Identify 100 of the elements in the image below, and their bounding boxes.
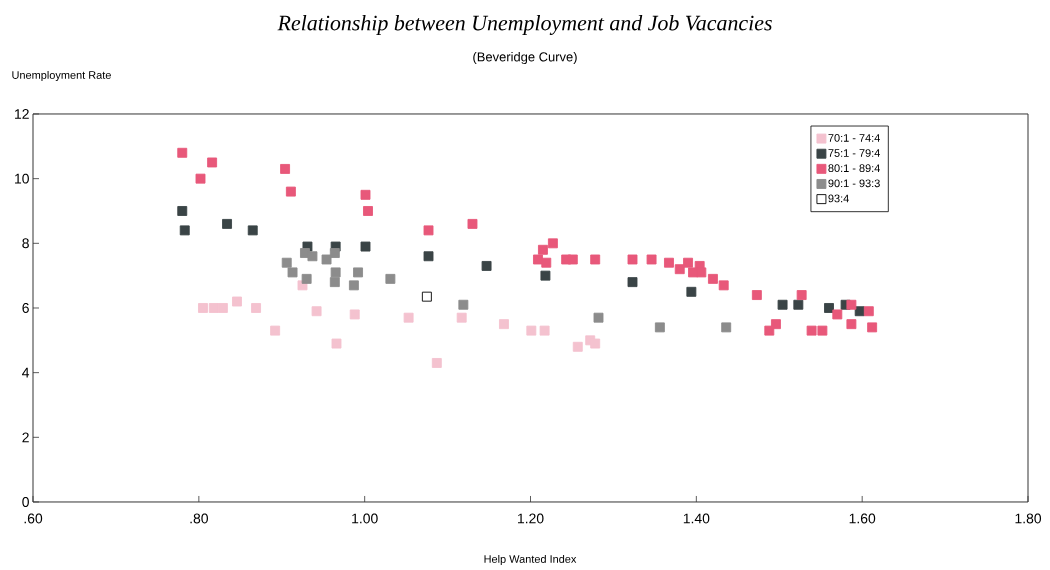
y-tick-label: 4 <box>22 367 30 378</box>
point <box>360 189 371 200</box>
point <box>331 338 342 349</box>
x-tick-label: 1.40 <box>683 513 710 524</box>
point <box>696 267 707 278</box>
point <box>207 157 218 168</box>
point <box>664 257 674 268</box>
point <box>481 261 492 271</box>
point <box>270 325 281 336</box>
point <box>817 325 828 336</box>
legend-label: 80:1 - 89:4 <box>828 164 880 173</box>
point <box>385 273 396 284</box>
point <box>456 312 467 323</box>
point <box>287 267 298 278</box>
point <box>533 254 543 265</box>
point <box>567 254 578 265</box>
point <box>247 225 258 236</box>
point <box>208 303 219 313</box>
point <box>793 299 804 310</box>
point <box>541 257 552 268</box>
point <box>547 238 558 249</box>
point <box>540 270 551 281</box>
point <box>232 296 242 307</box>
x-tick-label: 1.00 <box>352 513 378 524</box>
point <box>686 286 697 297</box>
point <box>321 254 332 265</box>
point <box>198 303 208 313</box>
point <box>674 264 685 275</box>
legend-label: 75:1 - 79:4 <box>828 149 880 157</box>
legend-label: 90:1 - 93:3 <box>828 179 880 188</box>
point <box>777 299 788 310</box>
point <box>311 306 322 317</box>
point <box>499 319 509 330</box>
point <box>251 303 261 313</box>
point <box>538 244 548 255</box>
point <box>806 325 817 336</box>
point <box>796 290 807 300</box>
point <box>718 280 729 291</box>
point <box>721 322 732 333</box>
chart-subtitle: (Beveridge Curve) <box>473 51 577 65</box>
point <box>301 273 312 284</box>
point <box>654 322 665 333</box>
point <box>824 303 834 313</box>
point <box>179 225 190 236</box>
point <box>707 273 718 284</box>
point <box>330 267 341 278</box>
point <box>403 312 414 323</box>
x-tick-label: 1.20 <box>518 513 544 524</box>
point <box>627 254 638 265</box>
point <box>683 257 693 268</box>
legend-label: 70:1 - 74:4 <box>828 134 880 142</box>
point <box>846 299 857 310</box>
x-tick-label: 1.60 <box>849 513 876 524</box>
point <box>177 206 188 216</box>
point <box>431 358 442 368</box>
y-tick-label: 12 <box>15 109 29 119</box>
y-tick-label: 8 <box>22 238 29 249</box>
point <box>281 257 292 268</box>
y-tick-label: 0 <box>22 497 29 507</box>
point <box>590 254 601 265</box>
point <box>349 309 360 320</box>
point <box>539 325 550 336</box>
y-tick-label: 6 <box>22 303 29 313</box>
point <box>572 341 583 352</box>
point <box>195 173 206 184</box>
point <box>280 164 291 174</box>
point <box>863 306 874 317</box>
point <box>593 312 604 323</box>
y-axis-title: Unemployment Rate <box>12 70 111 82</box>
point <box>217 303 228 313</box>
chart-title: Relationship between Unemployment and Job Vacancies <box>277 15 772 35</box>
legend-label: 93:4 <box>828 194 849 203</box>
point <box>177 147 188 158</box>
point <box>353 267 363 278</box>
point <box>846 319 857 330</box>
point <box>770 319 781 330</box>
point <box>467 218 478 229</box>
point <box>526 325 537 336</box>
y-tick-label: 2 <box>22 432 29 443</box>
point <box>590 338 601 349</box>
point <box>627 277 638 288</box>
point <box>423 225 434 236</box>
x-axis-title: Help Wanted Index <box>484 554 577 566</box>
point <box>360 241 371 252</box>
y-tick-label: 10 <box>15 173 29 184</box>
point <box>329 277 340 288</box>
point <box>363 206 373 216</box>
point <box>348 280 359 291</box>
point <box>285 186 296 197</box>
point <box>423 251 434 262</box>
point <box>867 322 878 333</box>
x-tick-label: .80 <box>190 513 208 524</box>
point <box>832 309 843 320</box>
x-tick-label: .60 <box>24 513 43 524</box>
point <box>458 299 469 310</box>
point <box>307 251 318 262</box>
x-tick-label: 1.80 <box>1015 513 1042 524</box>
point <box>329 248 340 258</box>
point <box>222 218 232 229</box>
point <box>646 254 657 265</box>
